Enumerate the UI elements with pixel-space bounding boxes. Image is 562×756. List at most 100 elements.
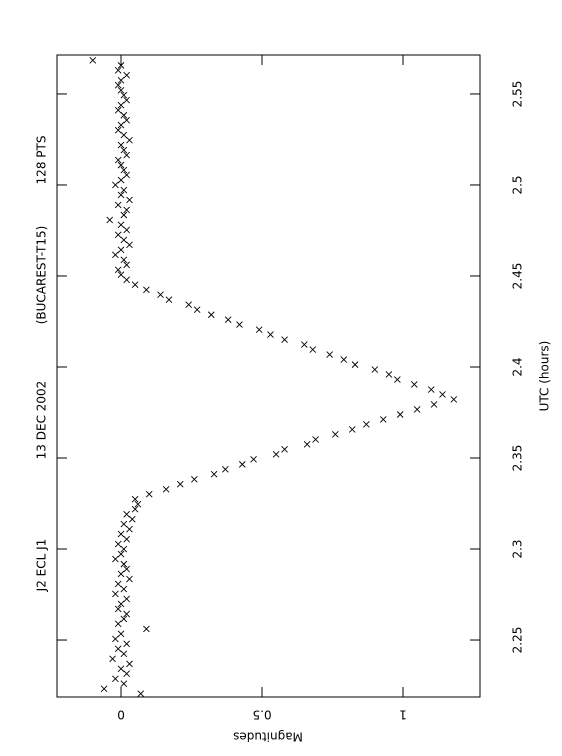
x-tick-label: 2.55 — [511, 81, 525, 108]
point — [348, 426, 356, 433]
point — [162, 485, 170, 493]
point-stroke — [123, 510, 130, 518]
point-stroke — [326, 351, 334, 358]
y-tick-label: 1 — [399, 708, 407, 722]
point-stroke — [379, 416, 387, 423]
point — [120, 111, 128, 119]
point-stroke — [207, 311, 215, 319]
point — [193, 306, 201, 313]
point-stroke — [123, 595, 130, 603]
point — [128, 515, 136, 523]
point — [131, 505, 139, 513]
point-stroke — [117, 141, 125, 149]
point-stroke — [236, 321, 243, 328]
point-stroke — [162, 485, 170, 493]
point-stroke — [120, 256, 128, 264]
point-stroke — [123, 261, 130, 269]
point-stroke — [120, 545, 128, 553]
point-stroke — [439, 391, 446, 398]
point-stroke — [120, 211, 128, 219]
point — [123, 670, 130, 678]
point-stroke — [123, 565, 130, 573]
point — [112, 635, 119, 643]
point — [120, 615, 128, 623]
point-stroke — [191, 475, 198, 483]
point-stroke — [123, 71, 130, 79]
point-stroke — [112, 675, 119, 683]
point-stroke — [120, 166, 128, 174]
point-stroke — [117, 176, 125, 184]
point — [120, 545, 128, 553]
point — [112, 675, 119, 683]
point-stroke — [117, 161, 125, 169]
point — [120, 256, 128, 264]
point-stroke — [126, 196, 133, 204]
point — [109, 655, 116, 663]
point-stroke — [114, 580, 122, 588]
point-stroke — [100, 685, 108, 693]
point — [143, 625, 150, 633]
point-stroke — [250, 455, 257, 463]
point — [363, 421, 370, 428]
point — [117, 246, 125, 254]
point — [143, 286, 150, 294]
point — [379, 416, 387, 423]
point — [309, 346, 317, 353]
point — [117, 176, 125, 184]
point-stroke — [126, 525, 133, 533]
point-stroke — [281, 445, 288, 453]
point — [117, 76, 125, 84]
point — [120, 131, 128, 139]
point — [114, 66, 122, 74]
point — [439, 391, 446, 398]
point-stroke — [413, 406, 421, 413]
point-stroke — [117, 221, 125, 229]
point-stroke — [131, 495, 139, 503]
point — [114, 605, 122, 613]
point — [134, 500, 142, 508]
point — [112, 251, 119, 259]
point-stroke — [112, 251, 119, 259]
point-stroke — [117, 600, 125, 608]
x-tick-label: 2.35 — [511, 445, 525, 472]
point — [413, 406, 421, 413]
point-stroke — [157, 291, 164, 299]
point-stroke — [114, 66, 122, 74]
point-stroke — [222, 465, 229, 473]
point — [351, 361, 359, 368]
point-stroke — [348, 426, 356, 433]
point-stroke — [332, 431, 339, 438]
point — [385, 371, 393, 378]
point-stroke — [165, 296, 173, 303]
point — [117, 101, 125, 109]
point-stroke — [117, 101, 125, 109]
point — [114, 645, 122, 653]
point — [120, 236, 128, 244]
point — [117, 570, 125, 578]
point-stroke — [371, 366, 379, 373]
point-stroke — [123, 535, 130, 543]
point-stroke — [120, 236, 128, 244]
point — [123, 610, 130, 618]
point — [126, 525, 133, 533]
point-stroke — [117, 530, 125, 538]
point — [117, 665, 125, 673]
point — [120, 650, 128, 658]
point — [410, 381, 418, 388]
point-stroke — [120, 615, 128, 623]
point — [114, 620, 122, 628]
point — [120, 520, 128, 528]
point-stroke — [109, 655, 116, 663]
point — [114, 580, 122, 588]
point-stroke — [255, 326, 263, 333]
point — [120, 585, 128, 593]
point-stroke — [120, 131, 128, 139]
annotation: 128 PTS — [35, 136, 49, 185]
point — [267, 331, 274, 338]
point — [222, 465, 229, 473]
point-stroke — [238, 461, 246, 468]
x-tick-label: 2.4 — [511, 357, 525, 376]
point — [114, 81, 122, 89]
point-stroke — [114, 620, 122, 628]
point — [123, 640, 130, 648]
